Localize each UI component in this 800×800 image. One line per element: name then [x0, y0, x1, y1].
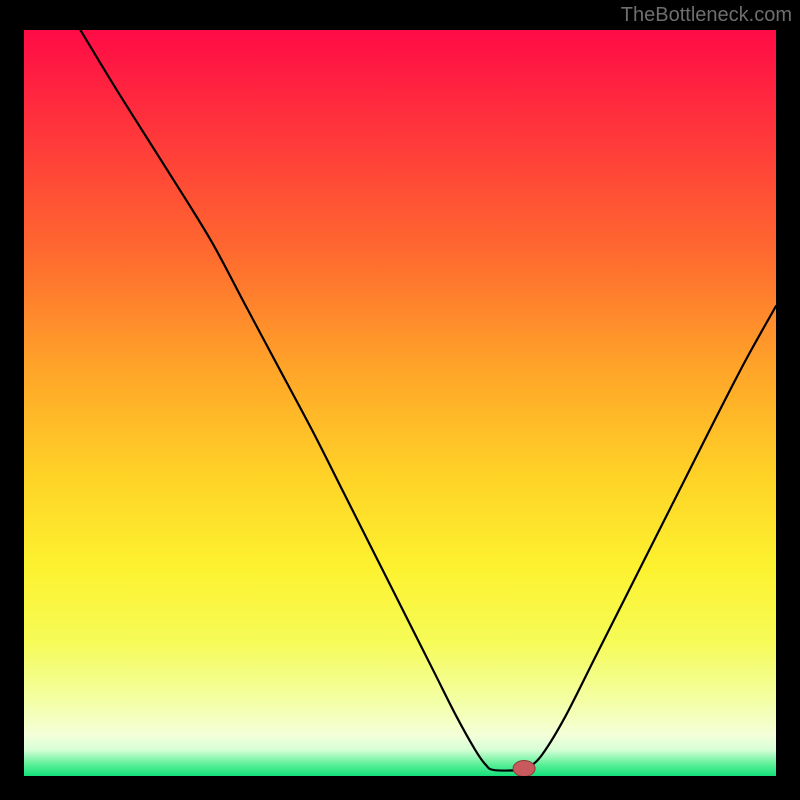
gradient-background: [24, 30, 776, 776]
chart-svg: [24, 30, 776, 776]
chart-container: TheBottleneck.com: [0, 0, 800, 800]
watermark-text: TheBottleneck.com: [621, 4, 792, 27]
optimal-marker: [513, 761, 535, 776]
plot-area: [24, 30, 776, 776]
